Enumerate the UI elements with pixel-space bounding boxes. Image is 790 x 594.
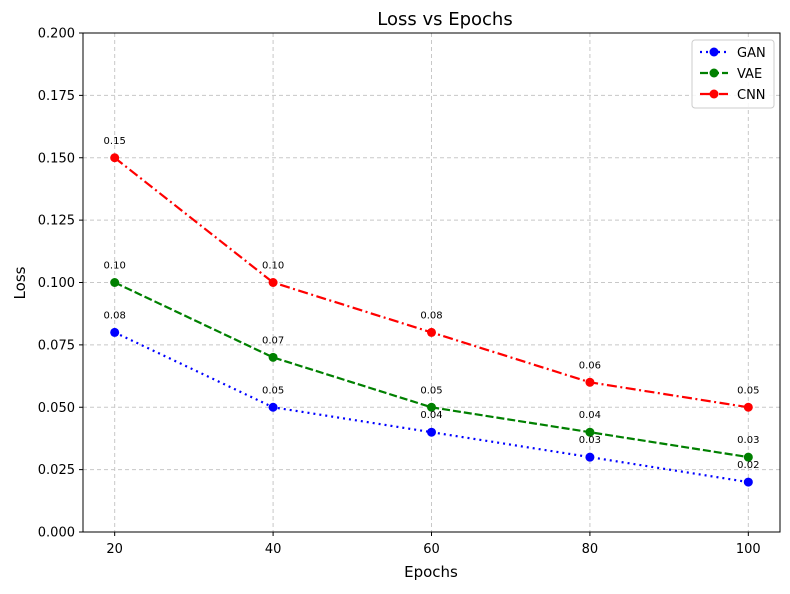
data-label-vae: 0.04 — [579, 410, 601, 421]
data-point-vae — [743, 452, 753, 462]
data-label-cnn: 0.06 — [579, 360, 601, 371]
x-tick-label: 60 — [423, 542, 440, 557]
chart-title: Loss vs Epochs — [377, 9, 512, 30]
legend: GAN VAE CNN — [691, 39, 775, 109]
axis-ticks: 20 40 60 80 100 0.000 0.025 0.050 0.075 0.100 0.12… — [38, 27, 761, 558]
legend-label-cnn: CNN — [737, 88, 766, 103]
data-point-gan — [743, 477, 753, 487]
data-point-vae — [427, 402, 436, 412]
data-point-cnn — [110, 153, 120, 163]
legend-marker-gan — [709, 47, 719, 57]
y-tick-label: 0.100 — [38, 276, 75, 291]
y-tick-label: 0.200 — [38, 27, 75, 42]
data-label-gan: 0.05 — [262, 385, 284, 396]
x-tick-label: 40 — [265, 542, 282, 557]
data-point-vae — [110, 278, 120, 287]
x-tick-label: 20 — [106, 542, 123, 557]
legend-label-gan: GAN — [737, 46, 766, 61]
data-label-cnn: 0.15 — [104, 136, 126, 147]
data-point-cnn — [427, 327, 436, 337]
x-tick-label: 100 — [736, 542, 761, 557]
y-tick-label: 0.000 — [38, 526, 75, 541]
y-tick-label: 0.150 — [38, 151, 75, 166]
data-label-vae: 0.05 — [420, 385, 442, 396]
data-point-gan — [427, 427, 436, 437]
y-tick-label: 0.050 — [38, 401, 75, 416]
data-point-cnn — [268, 278, 278, 287]
y-axis-label: Loss — [11, 266, 29, 299]
y-tick-label: 0.075 — [38, 338, 75, 353]
legend-marker-vae — [709, 68, 719, 78]
data-point-gan — [110, 327, 120, 337]
y-tick-label: 0.125 — [38, 214, 75, 229]
data-label-cnn: 0.08 — [420, 310, 442, 321]
data-label-gan: 0.08 — [104, 310, 126, 321]
data-label-vae: 0.10 — [104, 261, 126, 272]
series-lines — [110, 153, 753, 487]
data-label-vae: 0.07 — [262, 335, 284, 346]
data-point-gan — [268, 402, 278, 412]
data-label-gan: 0.03 — [579, 435, 601, 446]
data-label-vae: 0.03 — [737, 435, 759, 446]
y-tick-label: 0.025 — [38, 463, 75, 478]
x-axis-label: Epochs — [404, 563, 458, 581]
data-label-cnn: 0.05 — [737, 385, 759, 396]
data-point-cnn — [743, 402, 753, 412]
grid — [83, 32, 780, 533]
data-label-gan: 0.04 — [420, 410, 442, 421]
x-tick-label: 80 — [582, 542, 599, 557]
data-labels: 0.08 0.05 0.04 0.03 0.02 0.10 0.07 0.05 0.04 0.03… — [104, 136, 760, 471]
legend-marker-cnn — [709, 89, 719, 99]
data-point-gan — [585, 452, 595, 462]
data-point-cnn — [585, 377, 595, 387]
data-label-cnn: 0.10 — [262, 261, 284, 272]
legend-label-vae: VAE — [737, 67, 762, 82]
data-point-vae — [585, 427, 595, 437]
data-point-vae — [268, 352, 278, 362]
data-label-gan: 0.02 — [737, 460, 759, 471]
y-tick-label: 0.175 — [38, 89, 75, 104]
